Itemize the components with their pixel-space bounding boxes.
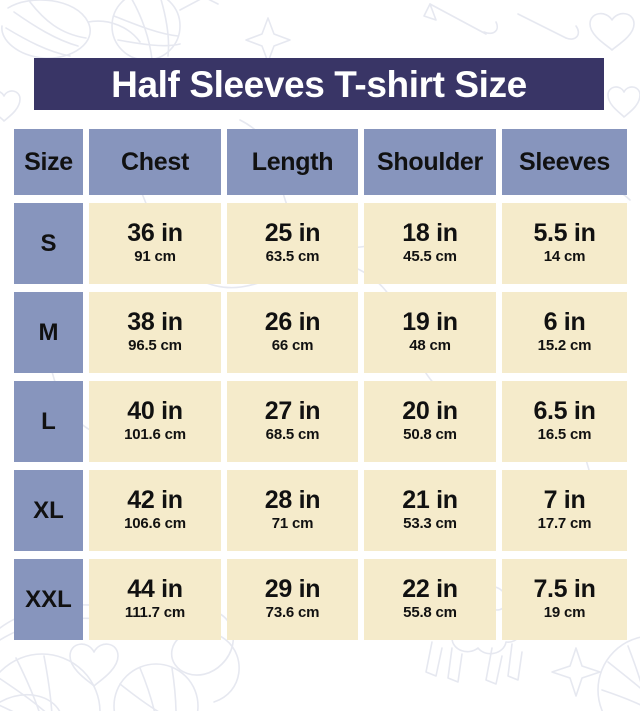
value-centimeters: 19 cm — [543, 604, 586, 622]
heart-icon — [0, 90, 21, 122]
value-centimeters: 91 cm — [134, 248, 176, 266]
cell-chest: 42 in 106.6 cm — [89, 470, 221, 551]
yarn-ball-icon — [113, 663, 199, 711]
value-centimeters: 45.5 cm — [403, 248, 457, 266]
value-inches: 20 in — [402, 397, 458, 426]
yarn-ball-icon — [0, 653, 101, 711]
value-centimeters: 66 cm — [271, 337, 314, 355]
value-inches: 44 in — [127, 575, 183, 604]
cell-sleeves: 6 in 15.2 cm — [502, 292, 627, 373]
column-header-size: Size — [14, 129, 83, 195]
heart-icon — [69, 643, 119, 687]
column-header-chest: Chest — [89, 129, 221, 195]
value-inches: 18 in — [402, 219, 458, 248]
yarn-ball-icon — [111, 0, 219, 61]
value-inches: 6.5 in — [533, 397, 596, 426]
size-label: XXL — [14, 559, 83, 640]
value-inches: 38 in — [127, 308, 183, 337]
cell-length: 26 in 66 cm — [227, 292, 358, 373]
size-label: XL — [14, 470, 83, 551]
value-inches: 21 in — [402, 486, 458, 515]
value-centimeters: 101.6 cm — [124, 426, 186, 444]
value-inches: 6 in — [543, 308, 586, 337]
value-inches: 22 in — [402, 575, 458, 604]
value-centimeters: 53.3 cm — [403, 515, 457, 533]
value-centimeters: 48 cm — [409, 337, 451, 355]
yarn-ball-icon — [597, 636, 640, 711]
column-header-sleeves: Sleeves — [502, 129, 627, 195]
cell-length: 27 in 68.5 cm — [227, 381, 358, 462]
value-inches: 28 in — [264, 486, 321, 515]
value-inches: 40 in — [127, 397, 183, 426]
value-centimeters: 68.5 cm — [265, 426, 320, 444]
cell-sleeves: 7.5 in 19 cm — [502, 559, 627, 640]
sparkle-icon — [245, 17, 291, 63]
cell-chest: 40 in 101.6 cm — [89, 381, 221, 462]
table-row: S 36 in 91 cm 25 in 63.5 cm 18 in 45.5 c… — [14, 203, 627, 284]
value-centimeters: 73.6 cm — [265, 604, 320, 622]
yarn-thread-icon — [0, 694, 61, 711]
heart-icon — [589, 12, 635, 51]
cell-chest: 38 in 96.5 cm — [89, 292, 221, 373]
heart-icon — [607, 86, 640, 118]
size-label: L — [14, 381, 83, 462]
cell-length: 29 in 73.6 cm — [227, 559, 358, 640]
value-centimeters: 111.7 cm — [124, 604, 186, 622]
value-inches: 42 in — [127, 486, 183, 515]
value-inches: 7.5 in — [533, 575, 596, 604]
table-row: M 38 in 96.5 cm 26 in 66 cm 19 in 48 cm … — [14, 292, 627, 373]
value-inches: 25 in — [264, 219, 321, 248]
cell-length: 25 in 63.5 cm — [227, 203, 358, 284]
cell-sleeves: 6.5 in 16.5 cm — [502, 381, 627, 462]
knitting-needles-icon — [423, 3, 580, 40]
cell-shoulder: 22 in 55.8 cm — [364, 559, 496, 640]
cell-shoulder: 18 in 45.5 cm — [364, 203, 496, 284]
value-centimeters: 50.8 cm — [403, 426, 457, 444]
cell-chest: 36 in 91 cm — [89, 203, 221, 284]
column-header-shoulder: Shoulder — [364, 129, 496, 195]
chart-title-banner: Half Sleeves T-shirt Size — [34, 58, 604, 110]
value-inches: 29 in — [264, 575, 321, 604]
value-inches: 26 in — [264, 308, 321, 337]
page-title: Half Sleeves T-shirt Size — [111, 63, 527, 105]
value-centimeters: 63.5 cm — [265, 248, 320, 266]
yarn-ball-icon — [1, 0, 141, 59]
cell-chest: 44 in 111.7 cm — [89, 559, 221, 640]
sparkle-icon — [551, 647, 601, 697]
cell-length: 28 in 71 cm — [227, 470, 358, 551]
table-row: XXL 44 in 111.7 cm 29 in 73.6 cm 22 in 5… — [14, 559, 627, 640]
value-inches: 36 in — [127, 219, 183, 248]
value-centimeters: 55.8 cm — [403, 604, 457, 622]
value-centimeters: 17.7 cm — [537, 515, 592, 533]
table-row: L 40 in 101.6 cm 27 in 68.5 cm 20 in 50.… — [14, 381, 627, 462]
column-header-length: Length — [227, 129, 358, 195]
size-label: S — [14, 203, 83, 284]
cell-sleeves: 7 in 17.7 cm — [502, 470, 627, 551]
value-centimeters: 71 cm — [271, 515, 314, 533]
value-centimeters: 15.2 cm — [537, 337, 592, 355]
table-row: XL 42 in 106.6 cm 28 in 71 cm 21 in 53.3… — [14, 470, 627, 551]
value-inches: 5.5 in — [533, 219, 596, 248]
cell-shoulder: 19 in 48 cm — [364, 292, 496, 373]
size-label: M — [14, 292, 83, 373]
value-inches: 27 in — [264, 397, 321, 426]
cell-sleeves: 5.5 in 14 cm — [502, 203, 627, 284]
cell-shoulder: 20 in 50.8 cm — [364, 381, 496, 462]
value-inches: 7 in — [543, 486, 586, 515]
size-chart-table: Size Chest Length Shoulder Sleeves S 36 … — [14, 129, 627, 640]
table-header-row: Size Chest Length Shoulder Sleeves — [14, 129, 627, 195]
value-centimeters: 16.5 cm — [537, 426, 592, 444]
value-centimeters: 14 cm — [543, 248, 586, 266]
value-centimeters: 106.6 cm — [124, 515, 186, 533]
value-centimeters: 96.5 cm — [128, 337, 182, 355]
cell-shoulder: 21 in 53.3 cm — [364, 470, 496, 551]
value-inches: 19 in — [402, 308, 458, 337]
